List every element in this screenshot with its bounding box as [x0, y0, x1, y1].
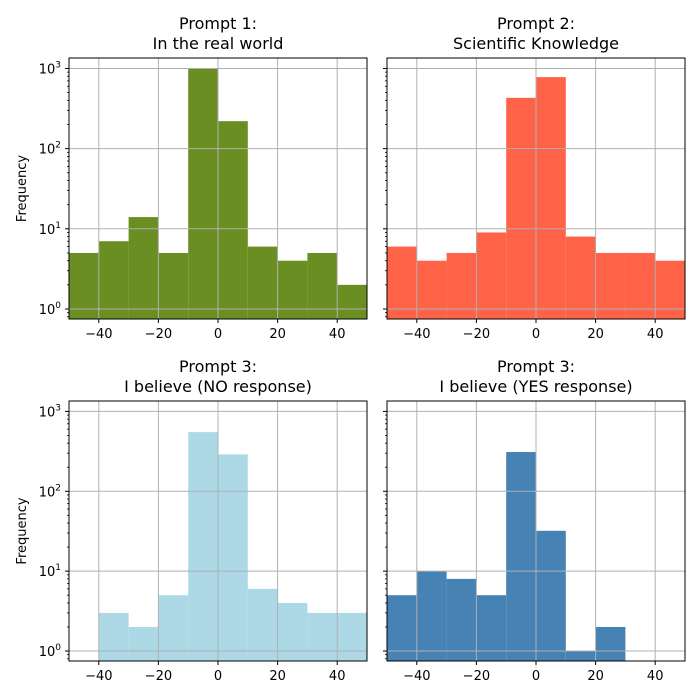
xtick-label-3-3: 20	[269, 669, 286, 684]
xtick-label-1-4: 40	[329, 327, 346, 342]
bar-4-6	[565, 651, 596, 661]
bar-1-4	[188, 68, 218, 319]
bar-4-1	[416, 571, 447, 661]
bar-1-9	[337, 284, 367, 319]
xtick-label-1-1: −20	[145, 327, 172, 342]
xtick-label-3-4: 40	[329, 669, 346, 684]
ytick-label-1-1: 101	[39, 221, 61, 238]
title-line2-4: I believe (YES response)	[439, 377, 632, 396]
bar-3-3	[158, 595, 189, 661]
subplot-3: −40 −20 0 20 40 100 101 102 103 Prompt 3:I believ…	[15, 357, 368, 684]
bar-2-5	[536, 77, 566, 319]
bar-2-4	[506, 97, 536, 319]
xtick-label-2-4: 40	[647, 327, 664, 342]
xtick-label-3-0: −40	[85, 669, 112, 684]
xtick-label-2-3: 20	[587, 327, 604, 342]
xtick-label-1-3: 20	[269, 327, 286, 342]
bar-3-2	[128, 626, 159, 661]
xtick-label-2-2: 0	[532, 327, 540, 342]
bar-1-6	[247, 246, 278, 319]
ylabel-1: Frequency	[15, 155, 30, 222]
bar-2-9	[655, 260, 685, 319]
xtick-label-4-3: 20	[587, 669, 604, 684]
bar-4-2	[446, 578, 477, 661]
xtick-label-2-1: −20	[463, 327, 490, 342]
xtick-label-3-2: 0	[214, 669, 222, 684]
title-line2-1: In the real world	[153, 34, 284, 53]
ytick-label-1-3: 103	[39, 60, 61, 77]
bar-4-5	[536, 530, 566, 661]
bar-3-5	[218, 454, 248, 661]
bar-2-0	[387, 246, 417, 319]
grid-3	[69, 401, 367, 661]
title-line2-2: Scientific Knowledge	[453, 34, 619, 53]
bar-1-8	[307, 252, 338, 319]
title-line2-3: I believe (NO response)	[124, 377, 312, 396]
bar-1-7	[277, 260, 308, 319]
xtick-label-4-4: 40	[647, 669, 664, 684]
ylabel-3: Frequency	[15, 497, 30, 564]
bar-2-8	[625, 252, 656, 319]
bar-1-1	[98, 241, 129, 319]
ytick-label-3-0: 100	[39, 643, 62, 660]
bar-3-9	[337, 612, 367, 661]
bar-1-3	[158, 252, 189, 319]
xtick-label-1-2: 0	[214, 327, 222, 342]
subplot-4: −40 −20 0 20 40 Prompt 3:I believe (YES respo…	[383, 357, 686, 684]
ytick-label-1-0: 100	[39, 301, 62, 318]
bar-4-0	[387, 595, 417, 661]
bar-3-1	[98, 612, 129, 661]
bar-3-4	[188, 432, 218, 661]
ytick-label-3-2: 102	[39, 483, 61, 500]
bar-2-2	[446, 252, 477, 319]
xtick-label-4-0: −40	[403, 669, 430, 684]
ytick-label-3-3: 103	[39, 403, 61, 420]
bar-4-3	[476, 595, 507, 661]
xtick-label-1-0: −40	[85, 327, 112, 342]
xtick-label-4-2: 0	[532, 669, 540, 684]
xtick-label-4-1: −20	[463, 669, 490, 684]
subplot-1: −40 −20 0 20 40 100 101 102 103 Prompt 1:In the r…	[15, 14, 368, 342]
bar-3-6	[247, 588, 278, 661]
title-line1-4: Prompt 3:	[497, 357, 575, 376]
bar-4-4	[506, 452, 536, 661]
bar-1-0	[69, 252, 99, 319]
bar-4-7	[595, 626, 626, 661]
bars-3	[98, 432, 367, 661]
title-line1-2: Prompt 2:	[497, 14, 575, 33]
grid-1	[69, 58, 367, 319]
grid-4	[387, 401, 685, 661]
ytick-label-1-2: 102	[39, 141, 61, 158]
xtick-label-3-1: −20	[145, 669, 172, 684]
title-line1-3: Prompt 3:	[179, 357, 257, 376]
bar-2-6	[565, 236, 596, 319]
bar-2-7	[595, 252, 626, 319]
bar-1-2	[128, 217, 159, 319]
grid-2	[387, 58, 685, 319]
bar-2-1	[416, 260, 447, 319]
title-line1-1: Prompt 1:	[179, 14, 257, 33]
subplot-2: −40 −20 0 20 40 Prompt 2:Scientific Knowledge	[383, 14, 686, 342]
bar-3-8	[307, 612, 338, 661]
ytick-label-3-1: 101	[39, 563, 61, 580]
bar-1-5	[218, 121, 248, 319]
xtick-label-2-0: −40	[403, 327, 430, 342]
bars-4	[387, 452, 626, 661]
bar-3-7	[277, 602, 308, 661]
bar-2-3	[476, 232, 507, 319]
